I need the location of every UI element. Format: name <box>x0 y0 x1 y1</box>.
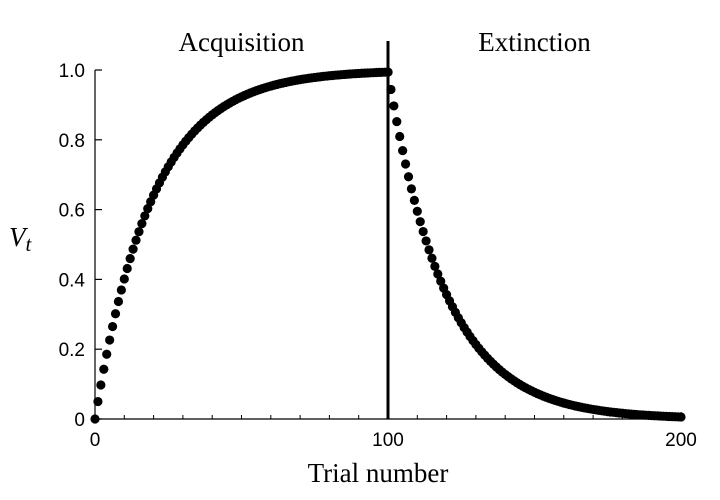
acquisition-point <box>131 235 141 245</box>
x-tick-label: 200 <box>665 430 697 451</box>
extinction-point <box>406 184 417 194</box>
extinction-point <box>436 276 446 286</box>
acquisition-point <box>107 321 118 332</box>
acquisition-point <box>113 296 124 307</box>
extinction-point <box>418 226 428 237</box>
y-tick-label: 0.8 <box>59 131 85 152</box>
extinction-point <box>427 253 437 263</box>
x-tick-label: 0 <box>90 430 101 451</box>
y-tick-label: 0.2 <box>59 340 85 361</box>
acquisition-point <box>90 414 100 424</box>
y-tick-label: 1.0 <box>59 61 85 82</box>
x-ticks: 0 100 200 <box>90 412 697 451</box>
extinction-point <box>389 101 399 111</box>
acquisition-point <box>110 309 121 319</box>
acquisition-point <box>102 349 112 359</box>
acquisition-point <box>134 227 144 237</box>
y-tick-label: 0.4 <box>59 270 86 291</box>
x-tick-label: 100 <box>372 430 404 451</box>
extinction-point <box>383 67 393 77</box>
extinction-point <box>392 116 402 127</box>
acquisition-point <box>116 285 126 295</box>
acquisition-point <box>119 274 129 284</box>
acquisition-point <box>125 253 135 264</box>
phase-label-extinction: Extinction <box>478 27 591 57</box>
acquisition-point <box>143 204 153 214</box>
phase-label-acquisition: Acquisition <box>179 27 305 57</box>
extinction-point <box>400 159 411 169</box>
extinction-point <box>412 206 422 216</box>
acquisition-point <box>99 364 109 374</box>
y-tick-label: 0.6 <box>59 201 85 222</box>
y-axis-label-main: V <box>9 222 29 252</box>
acquisition-point <box>137 219 147 229</box>
extinction-point <box>415 217 425 227</box>
x-axis-label: Trial number <box>308 458 449 488</box>
extinction-point <box>433 269 443 279</box>
extinction-point <box>395 131 405 142</box>
extinction-point <box>398 145 408 156</box>
y-axis-label-subscript: t <box>26 232 33 256</box>
y-tick-label: 0 <box>74 410 85 431</box>
extinction-point <box>421 236 431 246</box>
extinction-point <box>430 261 440 271</box>
acquisition-point <box>140 211 150 221</box>
y-axis-label: Vt <box>9 222 33 256</box>
extinction-point <box>409 195 419 205</box>
y-ticks: 0 0.2 0.4 0.6 0.8 1.0 <box>59 61 102 431</box>
acquisition-point <box>105 335 115 345</box>
extinction-point <box>386 84 396 95</box>
extinction-point <box>424 245 434 255</box>
data-points <box>90 67 686 424</box>
acquisition-point <box>128 244 138 254</box>
acquisition-point <box>93 396 103 407</box>
acquisition-point <box>96 380 106 390</box>
acquisition-point <box>122 263 132 274</box>
extinction-point <box>676 412 686 422</box>
extinction-point <box>403 172 414 182</box>
phase-annotations: Acquisition Extinction <box>179 27 592 57</box>
